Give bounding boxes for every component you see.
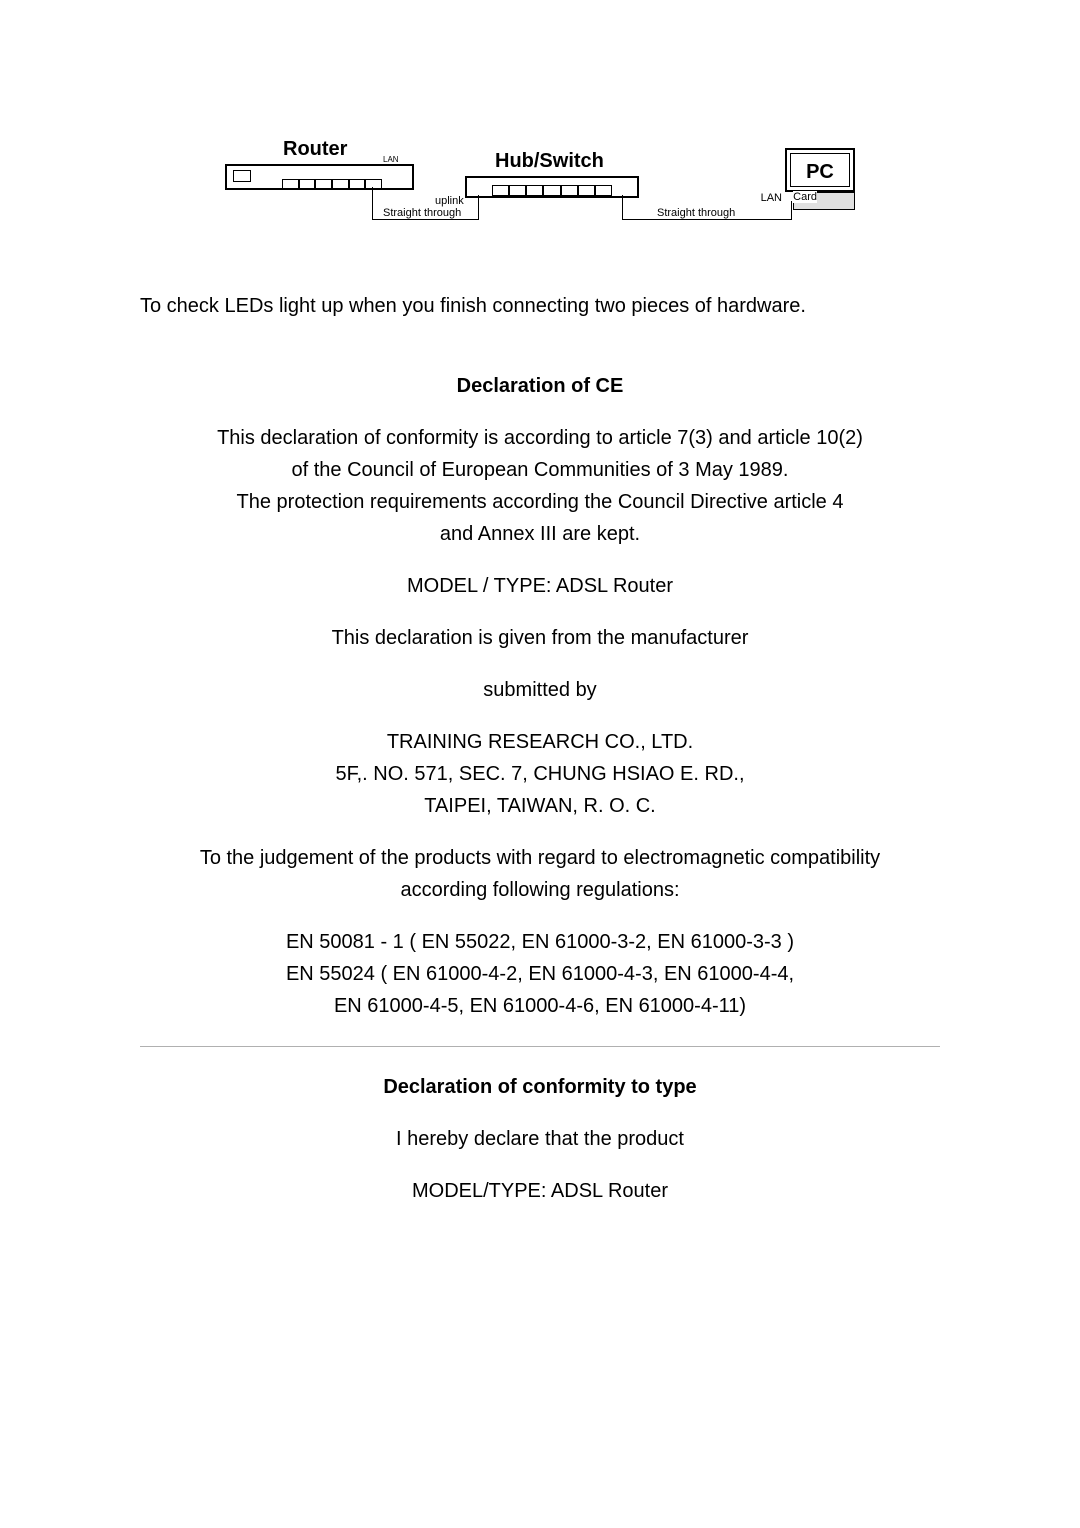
pc-label: PC	[791, 161, 849, 184]
text-line: EN 55024 ( EN 61000-4-2, EN 61000-4-3, E…	[286, 963, 794, 985]
straight-through-label: Straight through	[657, 207, 735, 219]
wire-segment	[622, 219, 792, 220]
pc-screen: PC	[790, 153, 850, 187]
hereby-declare-line: I hereby declare that the product	[140, 1123, 940, 1155]
declaration-ce-paragraph: This declaration of conformity is accord…	[140, 422, 940, 550]
text-line: of the Council of European Communities o…	[292, 459, 789, 481]
declaration-ce-title: Declaration of CE	[140, 370, 940, 402]
text-line: EN 50081 - 1 ( EN 55022, EN 61000-3-2, E…	[286, 931, 794, 953]
submitted-by-line: submitted by	[140, 674, 940, 706]
en-standards: EN 50081 - 1 ( EN 55022, EN 61000-3-2, E…	[140, 926, 940, 1022]
text-line: and Annex III are kept.	[440, 523, 640, 545]
router-label: Router	[283, 138, 347, 161]
network-diagram: Router LAN Hub/Switch PC Card LAN uplink…	[225, 140, 855, 240]
divider	[140, 1046, 940, 1047]
declaration-type-title: Declaration of conformity to type	[140, 1071, 940, 1103]
model-type-line-2: MODEL/TYPE: ADSL Router	[140, 1175, 940, 1207]
hub-label: Hub/Switch	[495, 150, 604, 173]
wire-segment	[791, 201, 792, 220]
company-address: TRAINING RESEARCH CO., LTD. 5F,. NO. 571…	[140, 726, 940, 822]
text-line: The protection requirements according th…	[237, 491, 844, 513]
hub-body	[465, 176, 639, 198]
document-body: To check LEDs light up when you finish c…	[140, 290, 940, 1207]
text-line: To the judgement of the products with re…	[200, 847, 880, 869]
router-ports	[282, 179, 382, 192]
text-line: according following regulations:	[400, 879, 679, 901]
wire-segment	[478, 195, 479, 220]
lan-label: LAN	[383, 155, 399, 164]
text-line: EN 61000-4-5, EN 61000-4-6, EN 61000-4-1…	[334, 995, 746, 1017]
uplink-label: uplink	[435, 195, 464, 207]
text-line: 5F,. NO. 571, SEC. 7, CHUNG HSIAO E. RD.…	[336, 763, 745, 785]
given-from-line: This declaration is given from the manuf…	[140, 622, 940, 654]
judgement-paragraph: To the judgement of the products with re…	[140, 842, 940, 906]
pc-monitor: PC	[785, 148, 855, 192]
card-label: Card	[793, 191, 817, 203]
router-body	[225, 164, 414, 190]
text-line: TAIPEI, TAIWAN, R. O. C.	[424, 795, 656, 817]
document-page: Router LAN Hub/Switch PC Card LAN uplink…	[0, 0, 1080, 1528]
wire-segment	[622, 195, 623, 219]
led-check-text: To check LEDs light up when you finish c…	[140, 290, 940, 322]
wire-segment	[372, 187, 373, 219]
wire-segment	[372, 219, 479, 220]
text-line: TRAINING RESEARCH CO., LTD.	[387, 731, 693, 753]
text-line: This declaration of conformity is accord…	[217, 427, 863, 449]
router-indicator	[233, 170, 251, 182]
hub-ports	[492, 185, 612, 198]
lan-card-label: LAN	[761, 192, 782, 204]
model-type-line: MODEL / TYPE: ADSL Router	[140, 570, 940, 602]
straight-through-label: Straight through	[383, 207, 461, 219]
